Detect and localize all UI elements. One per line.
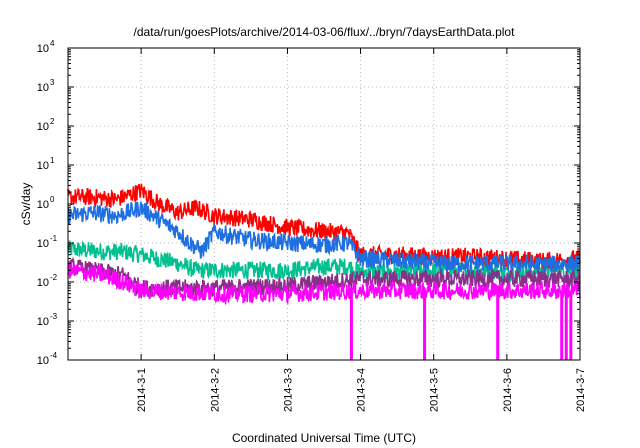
y-tick-label: 10 [37,199,49,211]
x-axis-label: Coordinated Universal Time (UTC) [232,431,416,445]
y-tick-exponent: -4 [50,351,58,360]
y-tick-exponent: 3 [50,78,55,87]
x-tick-label: 2014-3-3 [282,368,294,412]
y-tick-label: 10 [37,316,49,328]
y-tick-exponent: 2 [50,117,55,126]
series-line [67,183,581,270]
y-tick-label: 10 [37,121,49,133]
series-line [67,256,581,300]
x-tick-label: 2014-3-5 [429,368,441,412]
y-tick-label: 10 [37,355,49,367]
x-tick-label: 2014-3-1 [136,368,148,412]
y-tick-exponent: 4 [50,39,55,48]
chart-title: /data/run/goesPlots/archive/2014-03-06/f… [134,25,516,39]
y-tick-label: 10 [37,238,49,250]
series-line [67,262,581,306]
x-tick-label: 2014-3-7 [575,368,587,412]
x-tick-label: 2014-3-6 [502,368,514,412]
x-tick-label: 2014-3-4 [356,368,368,412]
y-tick-exponent: -3 [50,312,58,321]
y-tick-exponent: -2 [50,273,58,282]
series-line [67,240,581,283]
x-tick-label: 2014-3-2 [209,368,221,412]
y-axis-label: cSv/day [19,183,33,226]
axes [67,47,581,361]
series-group [67,183,581,360]
y-tick-exponent: 0 [50,195,55,204]
y-tick-exponent: 1 [50,156,55,165]
series-line [67,201,581,274]
y-tick-label: 10 [37,277,49,289]
y-tick-exponent: -1 [50,234,58,243]
x-axis-ticks: 2014-3-1 2014-3-2 2014-3-3 2014-3-4 2014-3-5… [136,368,587,412]
y-tick-label: 10 [37,43,49,55]
y-tick-label: 10 [37,82,49,94]
y-tick-label: 10 [37,160,49,172]
